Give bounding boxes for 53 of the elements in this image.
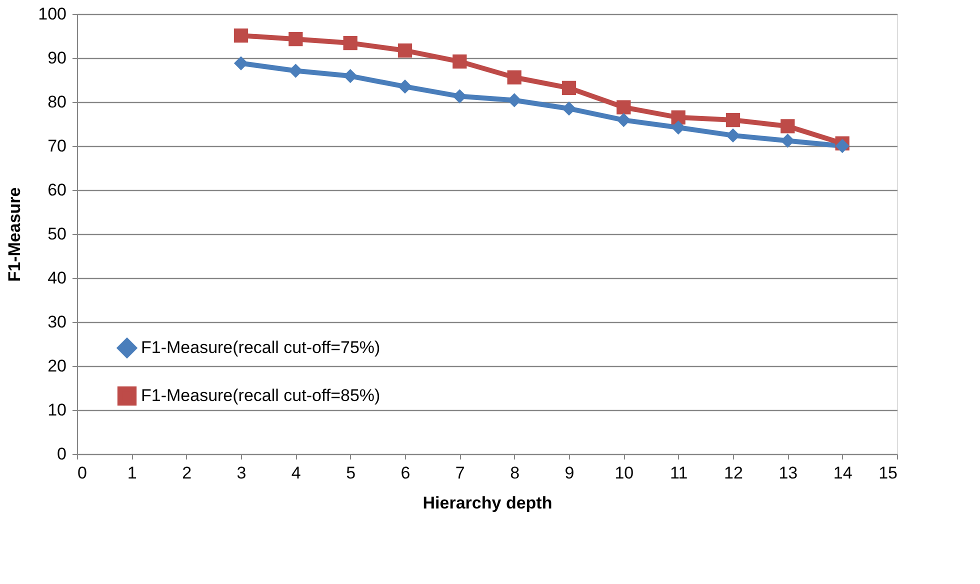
- y-tick-label: 60: [48, 180, 66, 200]
- x-tick-label: 8: [510, 464, 520, 482]
- point: [726, 112, 740, 128]
- point: [835, 138, 850, 154]
- point: [671, 110, 686, 124]
- legend-label: F1-Measure(recall cut-off=85%): [141, 386, 380, 405]
- x-tick-label: 6: [400, 464, 410, 482]
- x-tick-label: 14: [833, 464, 852, 482]
- x-tick-label: 9: [564, 464, 574, 482]
- x-tick-label: 1: [127, 464, 137, 482]
- point: [616, 100, 631, 114]
- point: [234, 28, 248, 43]
- x-tick-label: 12: [724, 464, 743, 482]
- point: [671, 120, 686, 135]
- point: [780, 134, 795, 148]
- x-tick-label: 13: [778, 464, 798, 482]
- point: [507, 93, 522, 108]
- point: [507, 70, 522, 84]
- point: [343, 36, 358, 50]
- point: [343, 68, 358, 84]
- point: [562, 102, 576, 116]
- y-tick-label: 100: [38, 4, 66, 24]
- point: [562, 80, 576, 95]
- x-tick-label: 2: [182, 464, 192, 482]
- y-tick-label: 90: [48, 48, 66, 68]
- point: [288, 32, 303, 46]
- point: [234, 56, 248, 70]
- point: [616, 112, 631, 128]
- x-tick-label: 5: [346, 464, 356, 482]
- x-tick-label: 7: [455, 464, 465, 482]
- y-tick-label: 80: [48, 92, 66, 112]
- legend-label: F1-Measure(recall cut-off=75%): [141, 338, 380, 357]
- y-tick-label: 0: [57, 444, 66, 464]
- point: [452, 54, 467, 69]
- y-tick-label: 50: [48, 224, 66, 244]
- point: [398, 80, 412, 94]
- x-tick-label: 4: [291, 464, 301, 482]
- x-tick-label: 3: [236, 464, 246, 482]
- x-axis-title: Hierarchy depth: [422, 494, 552, 512]
- y-tick-label: 70: [48, 136, 66, 156]
- y-tick-label: 30: [48, 312, 66, 332]
- y-tick-label: 40: [48, 268, 66, 288]
- point: [780, 119, 795, 134]
- x-tick-label: 15: [878, 464, 898, 482]
- point: [398, 43, 412, 58]
- y-axis-title: F1-Measure: [5, 187, 24, 282]
- y-tick-label: 10: [48, 400, 66, 420]
- x-tick-label: 11: [670, 464, 688, 482]
- x-tick-label: 0: [78, 464, 87, 482]
- point: [452, 89, 467, 104]
- point: [288, 64, 303, 78]
- y-tick-label: 20: [48, 356, 66, 376]
- x-tick-label: 10: [614, 464, 634, 482]
